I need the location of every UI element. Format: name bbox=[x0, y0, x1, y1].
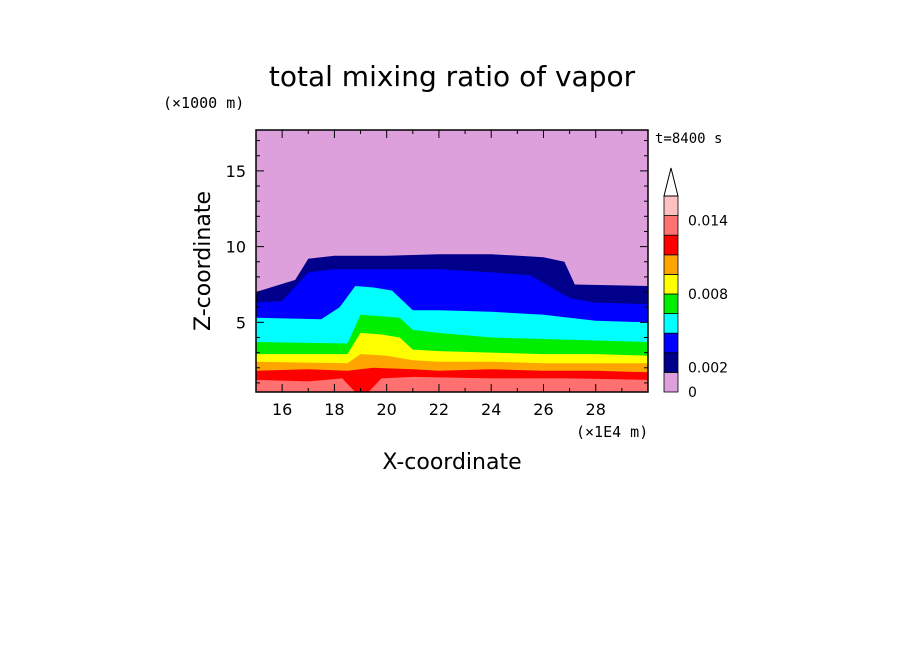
x-tick-label: 16 bbox=[272, 400, 292, 419]
colorbar-segment bbox=[663, 352, 679, 373]
y-axis: 5 10 15 bbox=[226, 140, 648, 384]
y-tick-label: 15 bbox=[226, 162, 246, 181]
contour-band-8 bbox=[256, 376, 648, 392]
colorbar-label: 0 bbox=[688, 385, 697, 401]
chart-title: total mixing ratio of vapor bbox=[269, 60, 636, 93]
y-tick-label: 5 bbox=[236, 313, 246, 332]
contour-bands bbox=[256, 254, 648, 392]
y-unit-label: (×1000 m) bbox=[163, 94, 244, 112]
colorbar-segment bbox=[663, 254, 679, 275]
colorbar: 0 0.002 0.008 0.014 bbox=[663, 167, 728, 401]
colorbar-label: 0.014 bbox=[688, 214, 728, 230]
colorbar-label: 0.008 bbox=[688, 287, 728, 303]
y-axis-label: Z-coordinate bbox=[191, 191, 216, 331]
time-label: t=8400 s bbox=[655, 131, 722, 147]
colorbar-extend-arrow bbox=[663, 167, 679, 197]
colorbar-segment bbox=[663, 293, 679, 315]
x-tick-label: 20 bbox=[376, 400, 396, 419]
plot-area bbox=[256, 130, 648, 392]
y-tick-label: 10 bbox=[226, 238, 246, 257]
x-unit-label: (×1E4 m) bbox=[576, 423, 648, 441]
x-tick-label: 18 bbox=[324, 400, 344, 419]
plot-frame bbox=[255, 129, 649, 393]
colorbar-segment bbox=[663, 313, 679, 334]
colorbar-label: 0.002 bbox=[688, 361, 728, 377]
colorbar-segment bbox=[663, 371, 679, 393]
colorbar-segment bbox=[663, 215, 679, 236]
x-axis: 16 18 20 22 24 26 28 bbox=[255, 130, 649, 419]
colorbar-segment bbox=[663, 234, 679, 256]
x-axis-label: X-coordinate bbox=[382, 450, 521, 475]
colorbar-segment bbox=[663, 332, 679, 354]
x-tick-label: 22 bbox=[429, 400, 449, 419]
x-tick-label: 24 bbox=[481, 400, 501, 419]
colorbar-segment bbox=[663, 195, 679, 217]
x-tick-label: 26 bbox=[533, 400, 553, 419]
x-tick-label: 28 bbox=[586, 400, 606, 419]
colorbar-segment bbox=[663, 273, 679, 295]
